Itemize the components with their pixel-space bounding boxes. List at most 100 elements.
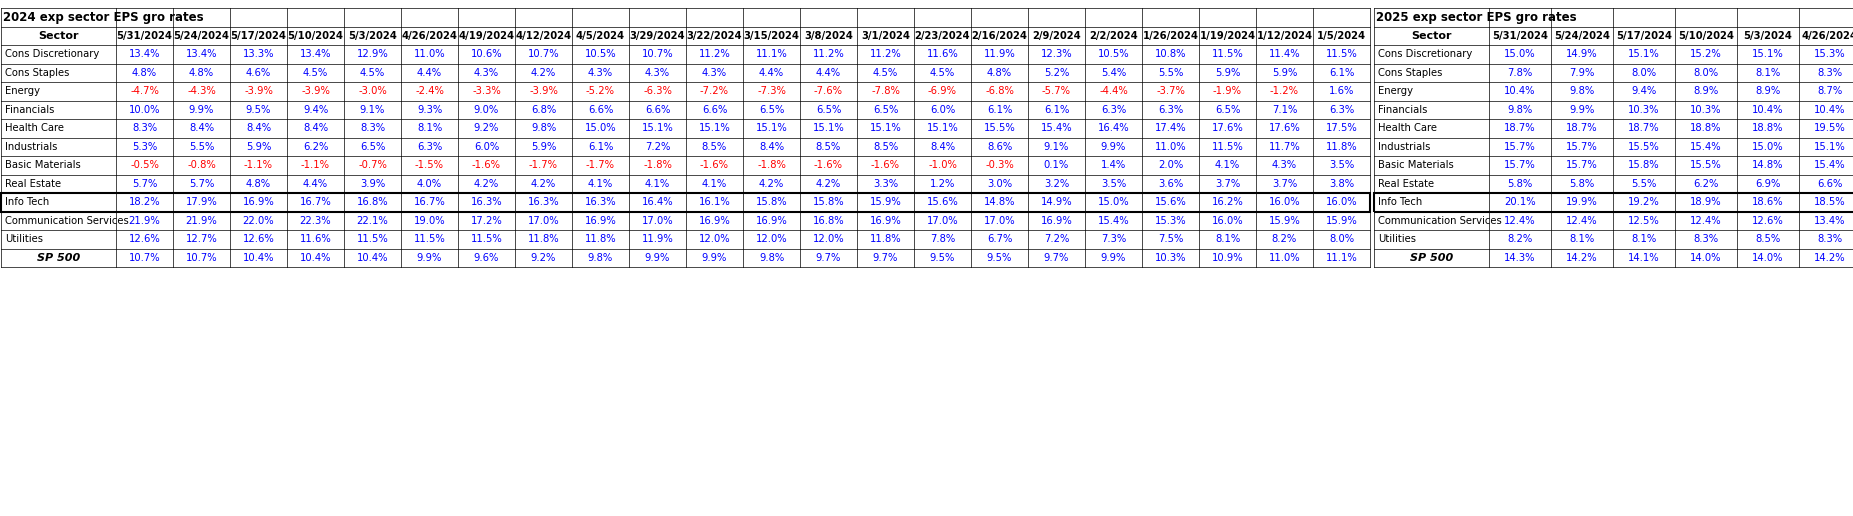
Text: 15.3%: 15.3%	[1154, 216, 1186, 226]
Text: 13.4%: 13.4%	[128, 49, 159, 59]
Text: -1.6%: -1.6%	[813, 160, 843, 170]
Text: 13.4%: 13.4%	[185, 49, 217, 59]
Text: 9.7%: 9.7%	[815, 253, 841, 263]
Text: -1.8%: -1.8%	[758, 160, 786, 170]
Text: 8.7%: 8.7%	[1818, 86, 1842, 96]
Text: 4.2%: 4.2%	[815, 179, 841, 189]
Text: Utilities: Utilities	[6, 234, 43, 244]
Text: 11.5%: 11.5%	[471, 234, 502, 244]
Text: 9.6%: 9.6%	[474, 253, 498, 263]
Text: 6.5%: 6.5%	[1216, 105, 1240, 115]
Text: 8.3%: 8.3%	[1818, 234, 1842, 244]
Text: 2/16/2024: 2/16/2024	[971, 31, 1028, 41]
Text: 3.6%: 3.6%	[1158, 179, 1182, 189]
Text: 6.1%: 6.1%	[988, 105, 1012, 115]
Text: 6.6%: 6.6%	[587, 105, 613, 115]
Text: 15.9%: 15.9%	[1269, 216, 1301, 226]
Text: 7.8%: 7.8%	[1506, 68, 1532, 78]
Text: 4.2%: 4.2%	[474, 179, 498, 189]
Text: 5.7%: 5.7%	[189, 179, 215, 189]
Text: 11.8%: 11.8%	[1325, 142, 1356, 152]
Text: -3.9%: -3.9%	[245, 86, 272, 96]
Text: 5.5%: 5.5%	[1158, 68, 1184, 78]
Text: 4.3%: 4.3%	[474, 68, 498, 78]
Text: 19.0%: 19.0%	[413, 216, 445, 226]
Text: 6.2%: 6.2%	[1694, 179, 1720, 189]
Text: 18.7%: 18.7%	[1566, 123, 1597, 133]
Text: 11.0%: 11.0%	[1269, 253, 1301, 263]
Text: 3.7%: 3.7%	[1271, 179, 1297, 189]
Text: 8.0%: 8.0%	[1631, 68, 1657, 78]
Text: 12.4%: 12.4%	[1505, 216, 1536, 226]
Text: 16.4%: 16.4%	[641, 197, 673, 207]
Text: -4.3%: -4.3%	[187, 86, 217, 96]
Text: 4.2%: 4.2%	[530, 68, 556, 78]
Text: 16.0%: 16.0%	[1269, 197, 1301, 207]
Text: 5.8%: 5.8%	[1569, 179, 1595, 189]
Text: 6.5%: 6.5%	[359, 142, 385, 152]
Text: 14.2%: 14.2%	[1566, 253, 1597, 263]
Text: 11.7%: 11.7%	[1269, 142, 1301, 152]
Text: 16.9%: 16.9%	[243, 197, 274, 207]
Text: 15.0%: 15.0%	[1097, 197, 1128, 207]
Text: -1.7%: -1.7%	[586, 160, 615, 170]
Text: 17.0%: 17.0%	[926, 216, 958, 226]
Text: 5.7%: 5.7%	[132, 179, 158, 189]
Text: -1.6%: -1.6%	[871, 160, 901, 170]
Text: 2/2/2024: 2/2/2024	[1090, 31, 1138, 41]
Text: 18.7%: 18.7%	[1505, 123, 1536, 133]
Text: -1.9%: -1.9%	[1214, 86, 1242, 96]
Text: 9.9%: 9.9%	[1101, 142, 1127, 152]
Text: 13.3%: 13.3%	[243, 49, 274, 59]
Text: 8.1%: 8.1%	[1755, 68, 1781, 78]
Text: 4.5%: 4.5%	[873, 68, 899, 78]
Text: 4.3%: 4.3%	[587, 68, 613, 78]
Text: 7.3%: 7.3%	[1101, 234, 1127, 244]
Text: -2.4%: -2.4%	[415, 86, 445, 96]
Text: 15.3%: 15.3%	[1814, 49, 1846, 59]
Text: 8.9%: 8.9%	[1694, 86, 1718, 96]
Text: 15.8%: 15.8%	[756, 197, 788, 207]
Text: 10.4%: 10.4%	[1814, 105, 1846, 115]
Text: 4.8%: 4.8%	[246, 179, 271, 189]
Text: 3/29/2024: 3/29/2024	[630, 31, 686, 41]
Text: 15.0%: 15.0%	[586, 123, 617, 133]
Text: 5/17/2024: 5/17/2024	[230, 31, 287, 41]
Text: 8.4%: 8.4%	[189, 123, 215, 133]
Text: 8.6%: 8.6%	[988, 142, 1012, 152]
Text: 6.0%: 6.0%	[930, 105, 954, 115]
Text: 5.9%: 5.9%	[1271, 68, 1297, 78]
Text: 15.1%: 15.1%	[641, 123, 673, 133]
Text: 5/31/2024: 5/31/2024	[1492, 31, 1547, 41]
Text: 16.0%: 16.0%	[1212, 216, 1243, 226]
Text: 18.2%: 18.2%	[128, 197, 161, 207]
Text: -3.9%: -3.9%	[530, 86, 558, 96]
Text: 4.3%: 4.3%	[1271, 160, 1297, 170]
Text: 15.1%: 15.1%	[1814, 142, 1846, 152]
Text: 2/9/2024: 2/9/2024	[1032, 31, 1080, 41]
Text: 9.2%: 9.2%	[474, 123, 498, 133]
Text: 16.8%: 16.8%	[813, 216, 845, 226]
Text: 10.9%: 10.9%	[1212, 253, 1243, 263]
Text: 16.0%: 16.0%	[1325, 197, 1356, 207]
Text: 14.1%: 14.1%	[1629, 253, 1660, 263]
Text: Cons Staples: Cons Staples	[6, 68, 69, 78]
Text: 15.9%: 15.9%	[1325, 216, 1358, 226]
Text: 6.9%: 6.9%	[1755, 179, 1781, 189]
Text: -0.7%: -0.7%	[358, 160, 387, 170]
Text: 15.6%: 15.6%	[926, 197, 958, 207]
Text: 16.7%: 16.7%	[300, 197, 332, 207]
Text: -1.2%: -1.2%	[1269, 86, 1299, 96]
Text: 6.3%: 6.3%	[1101, 105, 1127, 115]
Text: 10.6%: 10.6%	[471, 49, 502, 59]
Text: 16.1%: 16.1%	[699, 197, 730, 207]
Text: 14.0%: 14.0%	[1690, 253, 1721, 263]
Text: 4.3%: 4.3%	[702, 68, 726, 78]
Text: 8.3%: 8.3%	[132, 123, 158, 133]
Text: 12.4%: 12.4%	[1690, 216, 1721, 226]
Text: 11.5%: 11.5%	[356, 234, 389, 244]
Text: 9.7%: 9.7%	[1043, 253, 1069, 263]
Text: 16.3%: 16.3%	[528, 197, 560, 207]
Text: 4.8%: 4.8%	[189, 68, 215, 78]
Text: 5.8%: 5.8%	[1506, 179, 1532, 189]
